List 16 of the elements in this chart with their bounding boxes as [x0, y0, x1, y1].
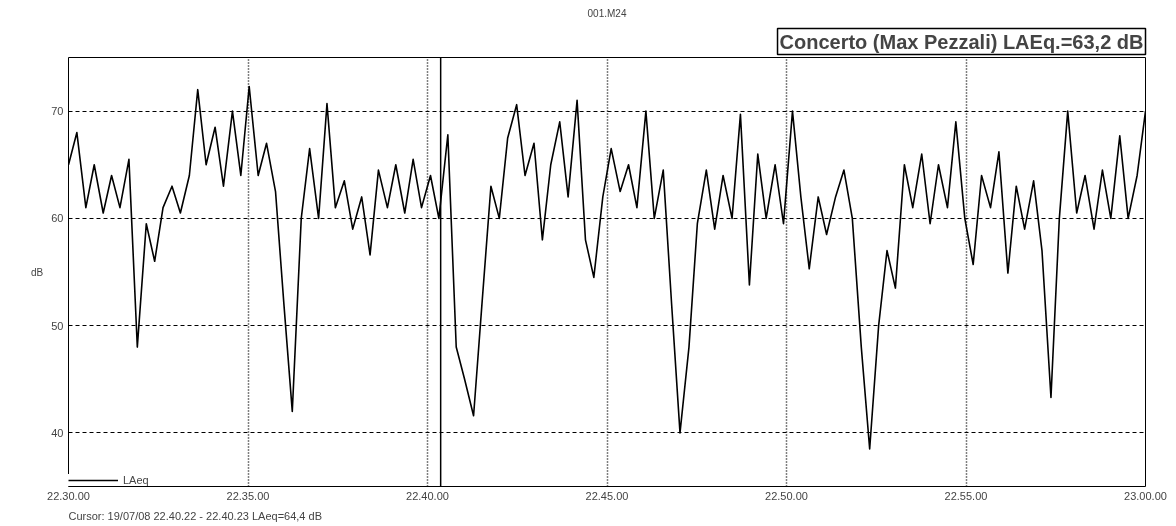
x-tick-label: 22.40.00	[406, 489, 449, 502]
x-tick-label: 22.45.00	[585, 489, 629, 502]
x-tick-label: 22.55.00	[944, 489, 988, 502]
y-tick-label: 40	[51, 426, 64, 439]
x-tick-label: 22.35.00	[226, 489, 270, 502]
text: 001.M24	[587, 7, 627, 19]
x-tick-label: 22.30.00	[47, 489, 90, 502]
x-tick-label: 23.00.00	[1124, 489, 1167, 502]
y-tick-label: 60	[51, 212, 64, 225]
y-axis-title: dB	[31, 266, 44, 278]
x-tick-label: 22.50.00	[765, 489, 808, 502]
y-tick-label: 70	[51, 105, 64, 118]
legend-label: LAeq	[123, 474, 149, 486]
chart-title: Concerto (Max Pezzali) LAEq.=63,2 dB	[779, 30, 1144, 53]
y-tick-label: 50	[51, 319, 64, 332]
text: Cursor: 19/07/08 22.40.22 - 22.40.23 LAeq=64,4 dB	[68, 509, 322, 522]
